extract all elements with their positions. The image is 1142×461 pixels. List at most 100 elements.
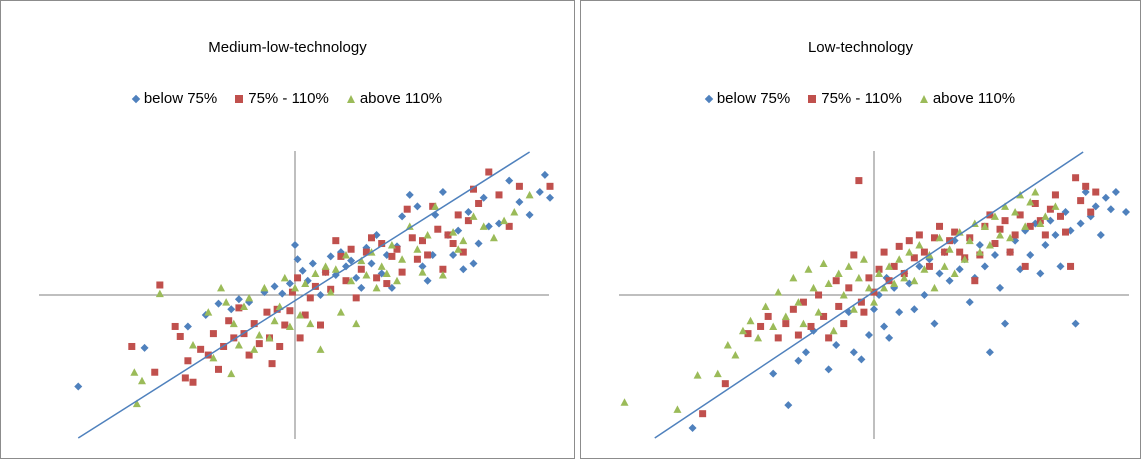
data-point-mid bbox=[235, 304, 243, 312]
data-point-below bbox=[546, 193, 554, 202]
data-point-mid bbox=[850, 251, 858, 259]
data-point-above bbox=[870, 298, 878, 306]
data-point-mid bbox=[151, 368, 159, 376]
data-point-mid bbox=[920, 248, 928, 256]
data-point-below bbox=[316, 291, 325, 299]
data-point-mid bbox=[362, 248, 370, 256]
data-point-above bbox=[875, 269, 884, 278]
data-point-below bbox=[870, 305, 878, 314]
data-point-mid bbox=[268, 360, 276, 368]
data-point-below bbox=[234, 295, 243, 304]
data-point-below bbox=[505, 176, 514, 185]
data-point-mid bbox=[825, 334, 833, 342]
data-point-above bbox=[234, 341, 243, 349]
data-point-below bbox=[479, 193, 488, 202]
data-point-above bbox=[1026, 198, 1035, 206]
data-point-above bbox=[804, 265, 813, 273]
data-point-mid bbox=[1072, 174, 1080, 182]
data-point-mid bbox=[835, 302, 843, 310]
data-point-mid bbox=[317, 321, 324, 329]
data-point-above bbox=[270, 316, 279, 325]
data-point-above bbox=[525, 190, 534, 199]
data-point-above bbox=[945, 245, 954, 253]
data-point-mid bbox=[357, 265, 365, 273]
data-point-above bbox=[382, 269, 391, 278]
data-point-below bbox=[540, 170, 549, 179]
data-point-below bbox=[342, 262, 350, 271]
data-point-below bbox=[298, 266, 307, 275]
data-point-mid bbox=[171, 322, 179, 330]
legend-marker-square bbox=[235, 94, 244, 103]
data-point-above bbox=[1051, 202, 1060, 210]
data-point-above bbox=[824, 279, 833, 288]
data-point-mid bbox=[744, 330, 752, 338]
data-point-above bbox=[352, 319, 361, 328]
data-point-below bbox=[352, 273, 361, 282]
data-point-above bbox=[746, 316, 755, 325]
data-point-below bbox=[398, 212, 407, 221]
data-point-below bbox=[885, 333, 894, 342]
data-point-mid bbox=[865, 274, 873, 282]
data-point-mid bbox=[991, 240, 999, 248]
data-point-above bbox=[799, 319, 808, 328]
data-point-above bbox=[620, 398, 629, 406]
data-point-above bbox=[387, 240, 396, 249]
data-point-below bbox=[227, 305, 236, 314]
data-point-above bbox=[839, 291, 848, 299]
data-point-below bbox=[1122, 208, 1130, 217]
data-point-below bbox=[965, 298, 974, 307]
data-point-above bbox=[130, 368, 139, 376]
data-point-above bbox=[245, 293, 254, 302]
data-point-below bbox=[1076, 219, 1085, 228]
data-point-mid bbox=[156, 281, 164, 289]
data-point-above bbox=[829, 326, 838, 335]
data-point-below bbox=[464, 208, 473, 217]
data-point-above bbox=[342, 250, 350, 259]
data-point-above bbox=[731, 351, 740, 359]
data-point-above bbox=[1011, 208, 1020, 216]
data-point-above bbox=[510, 208, 519, 216]
trend-line bbox=[77, 151, 531, 439]
data-point-above bbox=[794, 298, 803, 306]
data-point-mid bbox=[230, 334, 238, 342]
data-point-above bbox=[204, 308, 213, 316]
data-point-mid bbox=[930, 234, 938, 242]
data-point-mid bbox=[699, 410, 707, 418]
data-point-mid bbox=[941, 248, 949, 256]
data-point-below bbox=[784, 401, 793, 410]
data-point-below bbox=[1036, 269, 1045, 278]
data-point-below bbox=[423, 276, 432, 285]
data-point-below bbox=[930, 319, 939, 328]
data-point-above bbox=[814, 308, 823, 316]
legend-label: above 110% bbox=[932, 90, 1016, 107]
data-point-mid bbox=[782, 320, 790, 328]
legend-item-mid: 75% - 110% bbox=[235, 90, 329, 107]
data-point-mid bbox=[905, 237, 913, 245]
data-point-above bbox=[285, 322, 294, 330]
data-point-mid bbox=[189, 378, 197, 386]
data-point-above bbox=[754, 333, 763, 342]
data-point-mid bbox=[857, 298, 865, 306]
data-point-below bbox=[357, 283, 366, 292]
data-point-below bbox=[1011, 236, 1020, 245]
data-point-above bbox=[275, 302, 284, 310]
data-point-below bbox=[980, 262, 989, 271]
legend-label: 75% - 110% bbox=[248, 90, 329, 107]
data-point-mid bbox=[255, 340, 263, 348]
data-point-mid bbox=[306, 294, 314, 302]
data-point-mid bbox=[378, 240, 386, 248]
data-point-above bbox=[738, 326, 747, 335]
data-point-mid bbox=[910, 254, 918, 262]
data-point-mid bbox=[1006, 248, 1014, 256]
data-point-below bbox=[849, 348, 858, 357]
data-point-below bbox=[1071, 319, 1080, 328]
data-point-above bbox=[693, 371, 702, 379]
data-point-mid bbox=[393, 245, 401, 253]
data-point-mid bbox=[820, 312, 828, 320]
legend-label: 75% - 110% bbox=[821, 90, 902, 107]
data-point-above bbox=[885, 262, 894, 270]
data-point-mid bbox=[764, 312, 772, 320]
data-point-mid bbox=[288, 288, 296, 296]
data-point-above bbox=[316, 345, 325, 353]
data-point-above bbox=[326, 288, 335, 296]
